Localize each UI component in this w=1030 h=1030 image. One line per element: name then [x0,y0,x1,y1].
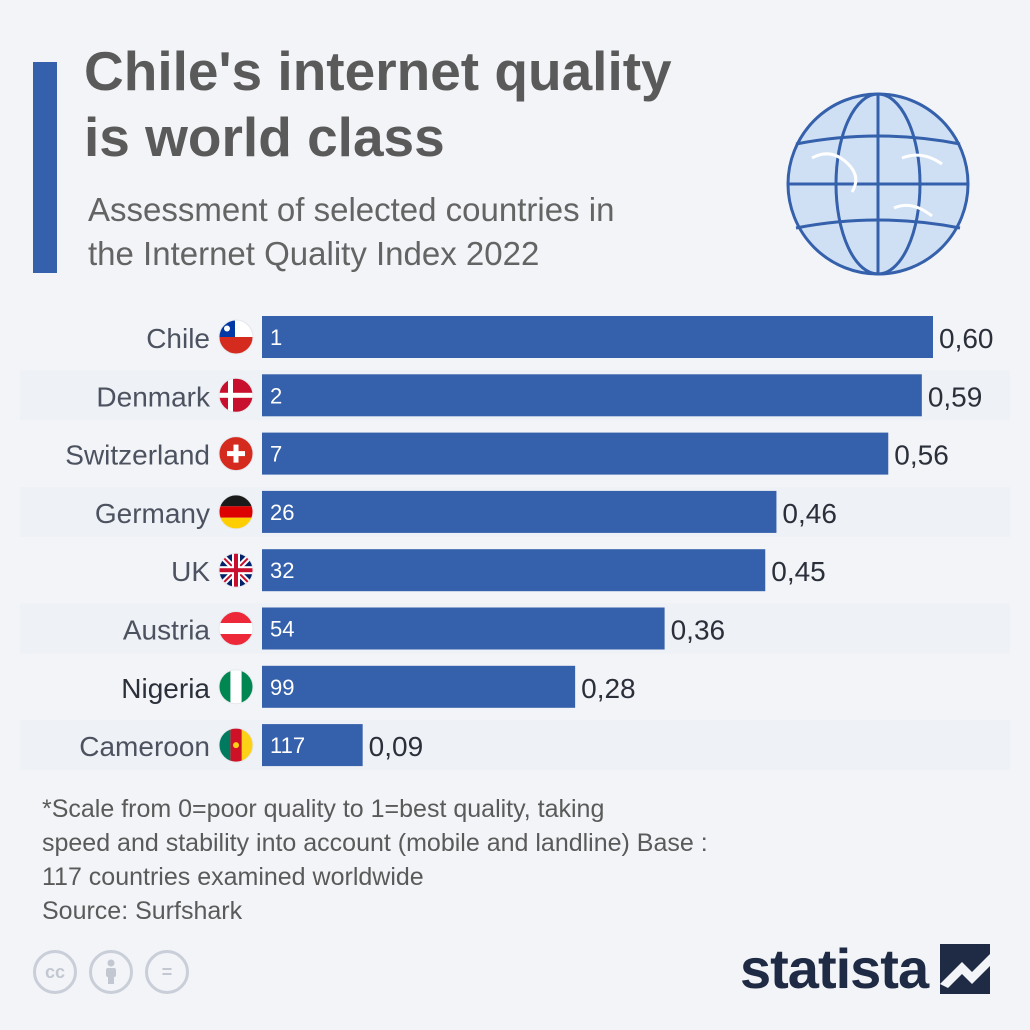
austria-flag-icon [218,611,254,646]
value-label: 0,59 [928,381,983,412]
attribution-icon[interactable] [89,950,133,994]
subtitle-line-2: the Internet Quality Index 2022 [88,235,540,272]
bar-switzerland [262,432,889,475]
bars-layer: Chile 1 0,60 Denmark 2 0,59 Switzerland 7 0,56 Ge… [20,312,1010,771]
statista-logo[interactable]: statista [740,936,991,1001]
brand-name: statista [740,937,929,1000]
bar-uk [262,549,766,592]
rank-label: 26 [270,500,294,525]
value-label: 0,56 [894,440,949,471]
chile-flag-icon [218,319,254,355]
bar-nigeria [262,665,576,708]
person-icon [106,959,116,984]
switzerland-flag-icon [218,436,254,472]
footnote-line-3: 117 countries examined worldwide [42,863,424,891]
germany-flag-icon [218,494,254,530]
cameroon-flag-icon [218,727,254,763]
value-label: 0,28 [581,673,636,704]
cc-icon[interactable]: cc [33,950,77,994]
footnote-line-2: speed and stability into account (mobile… [42,829,708,857]
category-label: Austria [123,615,211,646]
chart-subtitle: Assessment of selected countries in the … [88,188,768,276]
category-label: Nigeria [121,673,210,704]
category-label: Chile [146,323,210,354]
no-derivatives-icon[interactable]: = [145,950,189,994]
nigeria-flag-icon [218,669,254,705]
bar-cameroon [262,724,363,767]
accent-bar [33,62,57,273]
value-label: 0,09 [369,731,424,762]
title-line-1: Chile's internet quality [84,40,672,102]
rank-label: 7 [270,442,282,467]
rank-label: 2 [270,383,282,408]
title-line-2: is world class [84,106,445,168]
rank-label: 32 [270,558,294,583]
category-label: UK [171,556,210,587]
subtitle-line-1: Assessment of selected countries in [88,191,615,228]
globe-icon [786,92,970,276]
statista-mark-icon [940,943,991,994]
denmark-flag-icon [218,377,254,413]
bar-denmark [262,374,922,417]
rank-label: 54 [270,617,294,642]
value-label: 0,60 [939,323,994,354]
bar-germany [262,490,777,533]
footnote-line-1: *Scale from 0=poor quality to 1=best qua… [42,795,605,823]
bar-austria [262,607,665,650]
category-label: Denmark [96,381,211,412]
category-label: Cameroon [79,731,210,762]
value-label: 0,36 [671,615,726,646]
value-label: 0,46 [782,498,837,529]
rank-label: 99 [270,675,294,700]
footnote: *Scale from 0=poor quality to 1=best qua… [42,792,862,928]
category-label: Switzerland [65,440,210,471]
row-band [20,720,1010,771]
chart-title: Chile's internet quality is world class [84,38,764,170]
value-label: 0,45 [771,556,826,587]
license-icons: cc = [33,950,189,994]
uk-flag-icon [218,552,254,588]
cc-label: cc [44,961,66,982]
rank-label: 117 [270,733,305,758]
category-label: Germany [95,498,210,529]
bar-chart: Chile 1 0,60 Denmark 2 0,59 Switzerland 7 0,56 Ge… [20,312,1010,771]
nd-label: = [161,961,173,982]
source-text: Source: Surfshark [42,897,243,925]
rank-label: 1 [270,325,282,350]
bar-chile [262,316,933,358]
